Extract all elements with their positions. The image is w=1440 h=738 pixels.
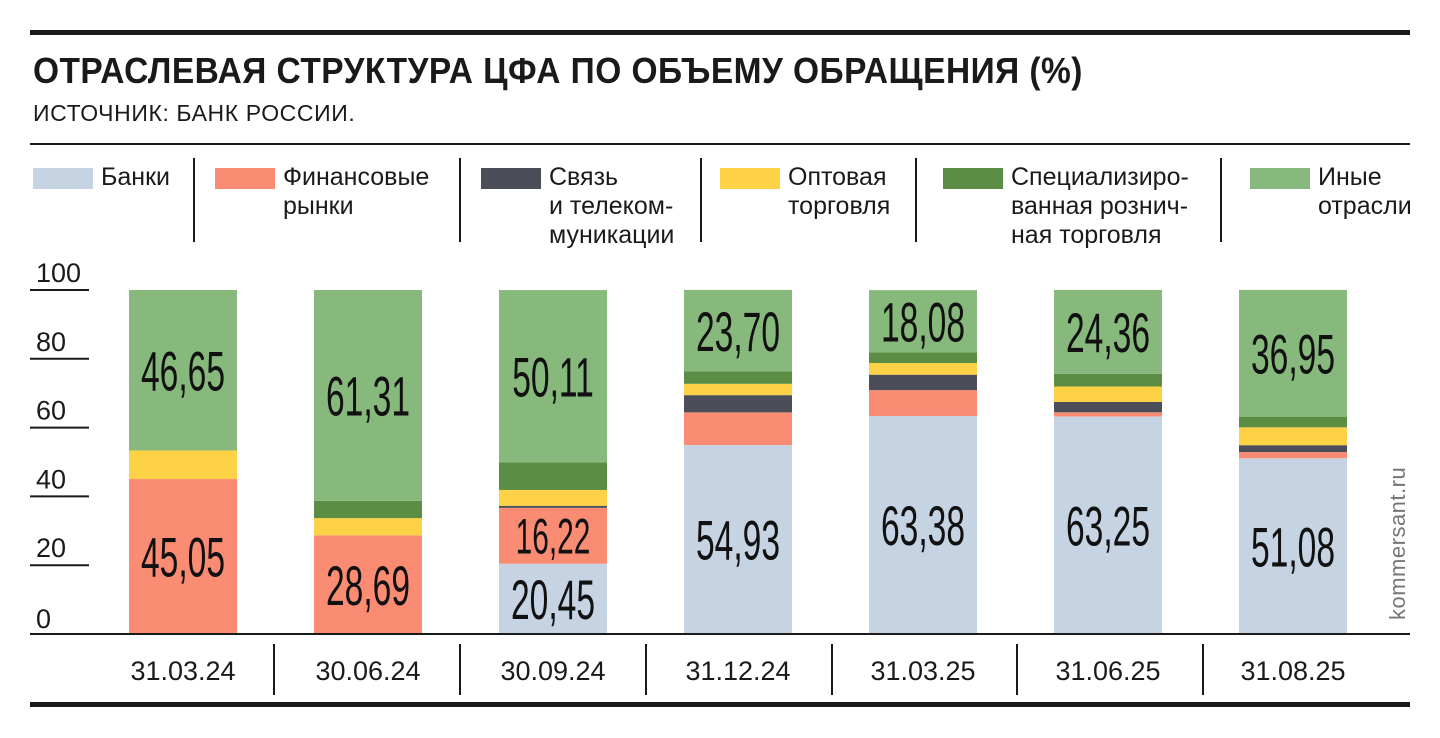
y-tick-label: 60 [36,396,66,426]
bar-segment [499,290,607,463]
chart-title: ОТРАСЛЕВАЯ СТРУКТУРА ЦФА ПО ОБЪЕМУ ОБРАЩ… [33,50,1083,91]
x-tick-label: 31.12.24 [685,656,790,686]
data-label: 46,65 [141,339,225,402]
y-tick-label: 0 [36,604,51,634]
bar-segment [1239,452,1347,459]
bar-segment [869,415,977,634]
data-label: 63,38 [881,494,965,557]
bar-segment [684,412,792,446]
data-label: 28,69 [326,554,410,617]
bar-segment [869,362,977,375]
bar-segment [314,500,422,519]
legend-swatch [1250,168,1310,189]
legend-label: Связь и телеком- муникации [549,163,675,249]
bar-segment [1054,289,1162,374]
bar-segment [499,505,607,508]
data-label: 51,08 [1251,515,1335,578]
bar-segment [1054,416,1162,634]
bar-segment [1054,386,1162,402]
bar-segment [684,445,792,634]
legend-separator [459,158,461,242]
bar-segment [684,371,792,384]
bar-segment [1239,417,1347,428]
data-label: 18,08 [881,290,965,353]
bar-segment [869,390,977,416]
legend-swatch [481,168,541,189]
bar-segment [869,374,977,391]
x-tick-label: 30.09.24 [500,656,605,686]
data-label: 16,22 [516,509,591,565]
bar-segment [499,507,607,564]
x-tick-label: 30.06.24 [315,656,420,686]
bar-segment [1054,401,1162,413]
legend-label: Оптовая торговля [788,163,891,220]
data-label: 61,31 [326,365,410,428]
legend-swatch [943,168,1003,189]
legend-swatch [215,168,275,189]
legend-label: Иные отрасли [1318,163,1412,220]
bar-segment [129,290,237,451]
bar-segment [314,290,422,501]
bar-segment [129,479,237,634]
data-label: 54,93 [696,509,780,572]
data-label: 23,70 [696,300,780,363]
data-label: 63,25 [1066,494,1150,557]
bar-segment [1054,412,1162,417]
data-label: 24,36 [1066,301,1150,364]
legend-label: Специализиро- ванная рознич- ная торговл… [1011,163,1189,249]
legend-separator [1220,158,1222,242]
bar-segment [869,290,977,353]
y-tick-label: 40 [36,464,66,494]
bar-segment [684,289,792,372]
bar-segment [1239,458,1347,634]
data-label: 20,45 [511,568,595,631]
bar-segment [314,535,422,634]
x-tick-label: 31.03.24 [130,656,235,686]
bar-segment [499,489,607,506]
x-tick-label: 31.08.25 [1240,656,1345,686]
watermark: kommersant.ru [1385,466,1410,620]
bar-segment [499,563,607,634]
y-tick-label: 100 [36,258,81,288]
legend-separator [193,158,195,242]
bar-segment [129,450,237,480]
chart-source: ИСТОЧНИК: БАНК РОССИИ. [33,100,356,126]
bar-segment [1239,445,1347,453]
legend-separator [700,158,702,242]
y-tick-label: 20 [36,533,66,563]
bar-segment [869,352,977,363]
top-rule [30,30,1410,35]
bar-segment [1054,373,1162,387]
header-rule [30,143,1410,145]
x-tick-label: 31.03.25 [870,656,975,686]
bar-segment [499,462,607,490]
legend-separator [915,158,917,242]
x-tick-label: 31.06.25 [1055,656,1160,686]
bar-segment [684,395,792,413]
legend-swatch [720,168,780,189]
bar-segment [314,518,422,536]
legend-label: Банки [101,163,171,191]
data-label: 45,05 [141,526,225,589]
data-label: 50,11 [512,345,594,408]
legend-swatch [33,168,93,189]
y-tick-label: 80 [36,327,66,357]
bar-segment [684,383,792,396]
legend-label: Финансовые рынки [283,163,430,220]
bar-segment [1239,427,1347,446]
data-label: 36,95 [1251,323,1335,386]
bar-segment [1239,289,1347,418]
bottom-rule [30,702,1410,707]
